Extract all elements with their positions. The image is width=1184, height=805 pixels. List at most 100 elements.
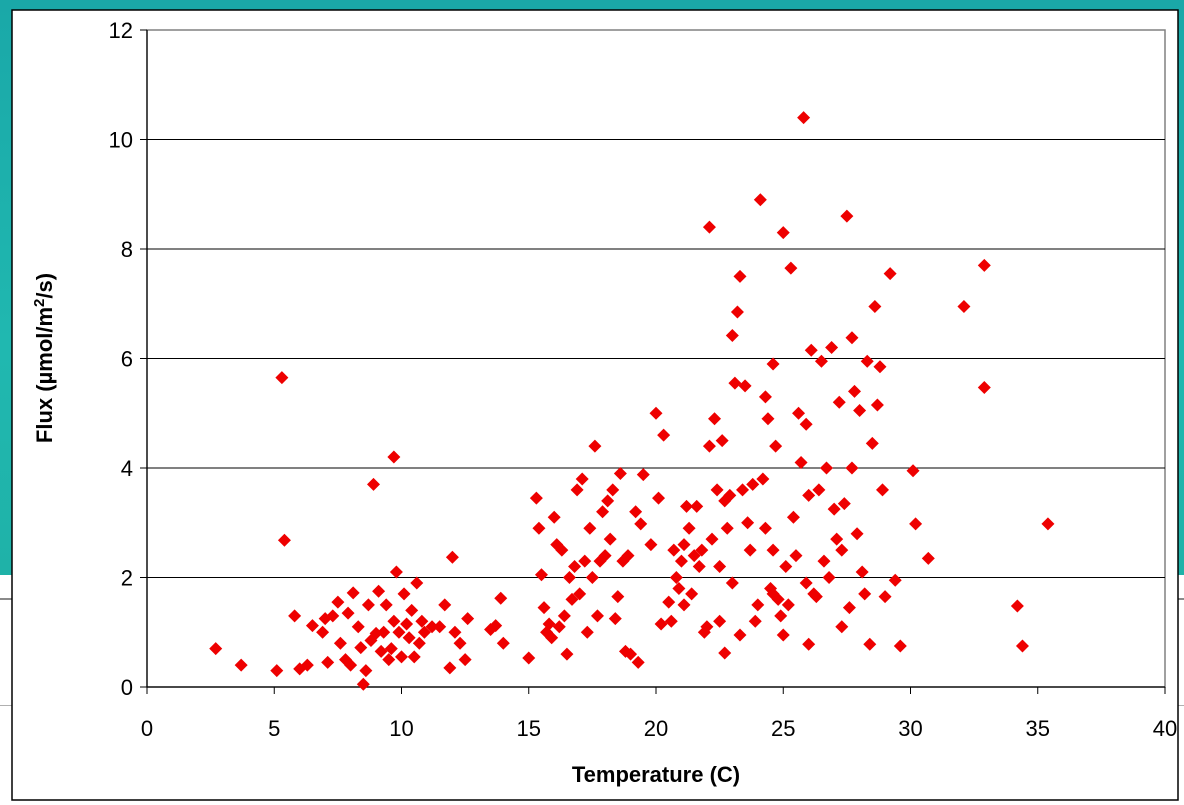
x-tick-label: 35 xyxy=(1026,716,1050,741)
data-point-diamond xyxy=(797,111,811,125)
data-point-diamond xyxy=(379,598,393,612)
y-tick-label: 8 xyxy=(121,237,133,262)
data-point-diamond xyxy=(835,620,849,634)
data-point-diamond xyxy=(766,543,780,557)
gridlines xyxy=(147,139,1165,578)
data-point-diamond xyxy=(977,381,991,395)
data-point-diamond xyxy=(893,639,907,653)
data-point-diamond xyxy=(865,436,879,450)
data-point-diamond xyxy=(779,560,793,574)
data-point-diamond xyxy=(853,404,867,418)
data-point-diamond xyxy=(664,614,678,628)
data-point-diamond xyxy=(692,560,706,574)
data-point-diamond xyxy=(822,571,836,584)
y-tick-label: 0 xyxy=(121,675,133,700)
data-point-diamond xyxy=(957,299,971,313)
data-point-diamond xyxy=(331,595,345,609)
data-point-diamond xyxy=(557,609,571,623)
y-axis-title: Flux (µmol/m2/s) xyxy=(31,273,57,443)
data-point-diamond xyxy=(606,483,620,497)
data-point-diamond xyxy=(792,406,806,420)
data-point-diamond xyxy=(392,625,406,639)
data-point-diamond xyxy=(804,343,818,357)
data-point-diamond xyxy=(883,267,897,281)
data-point-diamond xyxy=(537,601,551,615)
data-point-diamond xyxy=(234,658,248,672)
data-point-diamond xyxy=(652,491,666,505)
data-point-diamond xyxy=(417,625,431,639)
data-point-diamond xyxy=(845,461,859,475)
data-point-diamond xyxy=(458,653,472,667)
data-point-diamond xyxy=(529,491,543,505)
data-point-diamond xyxy=(685,587,699,601)
data-point-diamond xyxy=(369,626,383,640)
data-point-diamond xyxy=(710,483,724,497)
data-point-diamond xyxy=(702,220,716,234)
data-point-diamond xyxy=(858,587,872,601)
data-point-diamond xyxy=(545,631,559,645)
data-point-diamond xyxy=(850,527,864,541)
data-point-diamond xyxy=(377,625,391,639)
y-axis-title-part: mol/m xyxy=(32,307,57,372)
data-point-diamond xyxy=(448,625,462,639)
data-point-diamond xyxy=(489,619,503,633)
data-point-diamond xyxy=(674,554,688,568)
data-point-diamond xyxy=(1041,517,1055,531)
data-point-diamond xyxy=(560,647,574,661)
data-point-diamond xyxy=(316,625,330,639)
data-point-diamond xyxy=(725,576,739,590)
data-point-diamond xyxy=(848,384,862,398)
data-point-diamond xyxy=(906,464,920,478)
data-point-diamond xyxy=(725,329,739,343)
y-axis-title-part: Flux ( xyxy=(32,384,57,443)
x-tick-label: 40 xyxy=(1153,716,1177,741)
x-axis-title: Temperature (C) xyxy=(572,762,740,787)
data-point-diamond xyxy=(738,379,752,393)
data-point-diamond xyxy=(1010,599,1024,613)
data-point-diamond xyxy=(412,636,426,650)
data-point-diamond xyxy=(603,532,617,546)
data-point-diamond xyxy=(400,617,414,631)
data-point-diamond xyxy=(570,483,584,497)
data-point-diamond xyxy=(802,488,816,502)
data-point-diamond xyxy=(341,606,355,620)
data-point-diamond xyxy=(718,494,732,508)
data-point-diamond xyxy=(736,483,750,497)
data-point-diamond xyxy=(654,617,668,631)
data-point-diamond xyxy=(876,483,890,497)
data-point-diamond xyxy=(878,590,892,604)
x-tick-label: 15 xyxy=(517,716,541,741)
data-point-diamond xyxy=(590,609,604,623)
data-point-diamond xyxy=(769,439,783,453)
data-point-diamond xyxy=(794,456,808,470)
data-point-diamond xyxy=(395,650,408,664)
data-point-diamond xyxy=(733,269,747,283)
data-point-diamond xyxy=(596,505,610,519)
data-point-diamond xyxy=(453,636,467,650)
data-point-diamond xyxy=(730,305,744,319)
data-point-diamond xyxy=(552,620,566,634)
data-point-diamond xyxy=(580,625,594,639)
data-point-diamond xyxy=(845,331,859,345)
data-point-diamond xyxy=(562,571,576,584)
data-point-diamond xyxy=(705,532,719,546)
y-axis-title-part: /s) xyxy=(32,273,57,299)
data-point-diamond xyxy=(438,598,452,612)
data-point-diamond xyxy=(781,598,795,612)
data-point-diamond xyxy=(766,587,780,601)
data-point-diamond xyxy=(384,642,398,656)
data-point-diamond xyxy=(209,642,223,656)
data-point-diamond xyxy=(667,543,681,557)
data-point-diamond xyxy=(728,376,742,390)
data-point-diamond xyxy=(672,581,686,595)
data-point-diamond xyxy=(715,434,729,448)
data-point-diamond xyxy=(751,598,765,612)
data-point-diamond xyxy=(433,620,447,634)
data-point-diamond xyxy=(774,609,788,623)
x-tick-label: 0 xyxy=(141,716,153,741)
data-point-diamond xyxy=(382,653,396,667)
data-point-diamond xyxy=(568,560,582,574)
data-point-diamond xyxy=(708,412,722,426)
data-point-diamond xyxy=(669,571,683,584)
